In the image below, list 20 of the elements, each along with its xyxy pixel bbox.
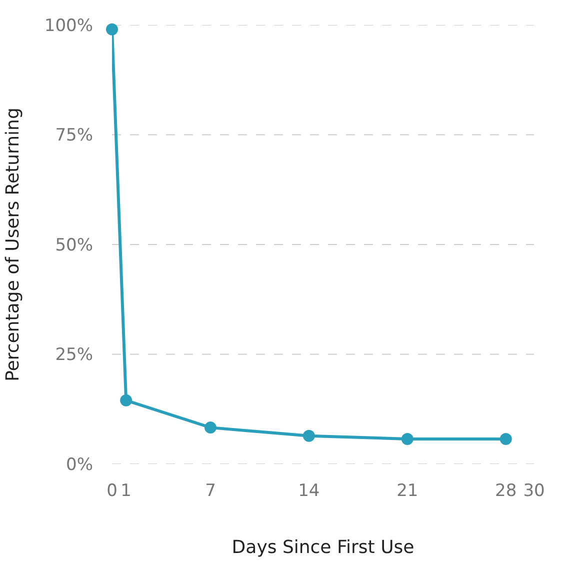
x-tick-label: 1 bbox=[120, 481, 132, 501]
x-tick-label: 30 bbox=[523, 481, 545, 501]
y-tick-label: 100% bbox=[44, 16, 93, 36]
x-tick-label: 7 bbox=[205, 481, 216, 501]
y-axis-title: Percentage of Users Returning bbox=[2, 108, 24, 382]
point bbox=[401, 432, 414, 445]
x-tick-label: 14 bbox=[298, 481, 320, 501]
point bbox=[106, 23, 118, 36]
y-tick-label: 25% bbox=[55, 345, 93, 366]
x-tick-label: 21 bbox=[396, 481, 418, 501]
x-tick-label: 0 bbox=[106, 481, 118, 501]
y-tick-label: 75% bbox=[55, 126, 93, 146]
point bbox=[302, 430, 315, 442]
x-axis-title: Days Since First Use bbox=[232, 537, 414, 558]
x-tick-label: 28 bbox=[495, 481, 517, 501]
y-tick-label: 50% bbox=[55, 235, 93, 256]
point bbox=[120, 394, 132, 406]
point bbox=[500, 432, 512, 445]
point bbox=[204, 422, 216, 434]
y-tick-label: 0% bbox=[66, 454, 93, 475]
